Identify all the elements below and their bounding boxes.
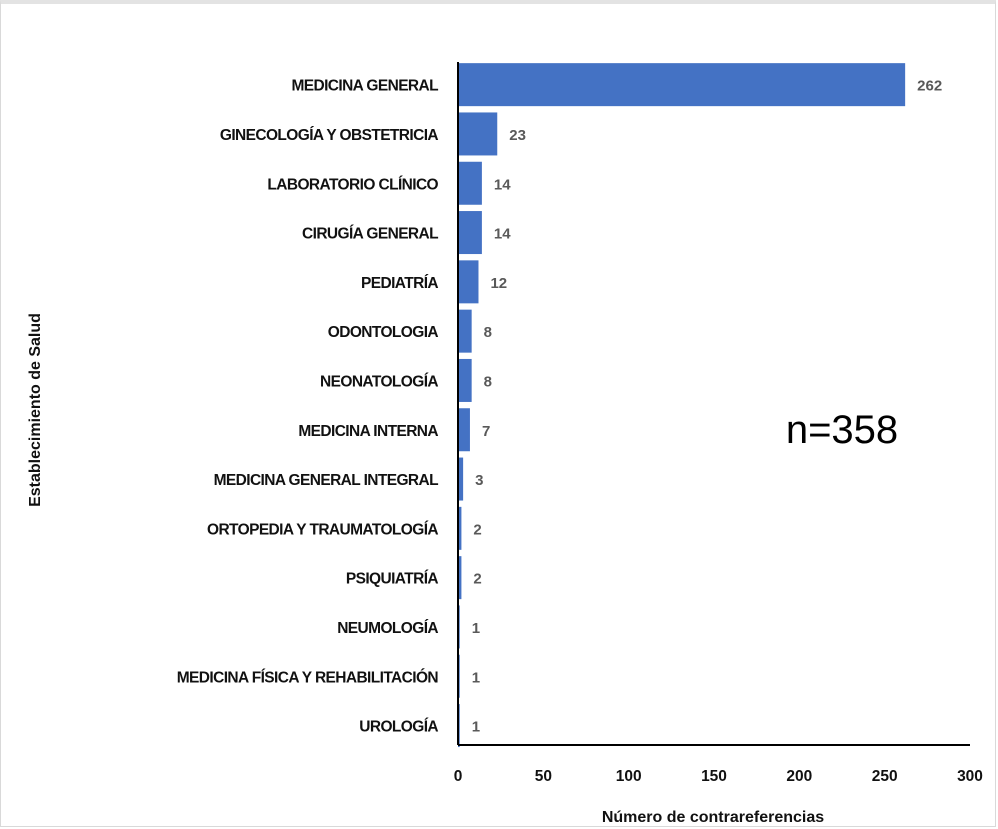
value-label: 262 [917,78,942,95]
x-tick-labels-group: 0 50 100 150 200 250 300 [454,768,983,785]
category-labels-group: MEDICINA GENERAL GINECOLOGÍA Y OBSTETRICI… [177,78,439,736]
category-label: PSIQUIATRÍA [346,571,439,588]
x-tick-label: 0 [454,768,463,785]
value-label: 8 [484,373,492,390]
value-label: 3 [475,472,483,489]
value-label: 14 [494,176,511,193]
category-label: MEDICINA FÍSICA Y REHABILITACIÓN [177,668,439,686]
value-label: 8 [484,324,492,341]
bar-11 [458,556,462,600]
x-tick-label: 300 [957,768,983,785]
bar-9 [458,457,464,501]
value-label: 12 [490,275,507,292]
bar-6 [458,309,472,353]
value-label: 2 [473,521,481,538]
category-label: NEONATOLOGÍA [320,373,438,390]
bar-1 [458,63,906,107]
value-labels-group: 262 23 14 14 12 8 8 7 3 2 2 1 1 1 [472,78,942,736]
category-label: ODONTOLOGIA [328,324,439,341]
category-label: ORTOPEDIA Y TRAUMATOLOGÍA [207,521,438,538]
x-tick-label: 150 [701,768,727,785]
bar-5 [458,260,479,304]
category-label: NEUMOLOGÍA [337,620,438,637]
value-label: 1 [472,620,480,637]
x-tick-label: 250 [872,768,898,785]
value-label: 7 [482,423,490,440]
category-label: GINECOLOGÍA Y OBSTETRICIA [220,127,439,144]
value-label: 23 [509,127,526,144]
category-label: MEDICINA INTERNA [298,423,438,440]
category-label: PEDIATRÍA [361,275,438,292]
y-axis-title: Establecimiento de Salud [27,313,44,507]
bar-3 [458,161,482,205]
value-label: 1 [472,669,480,686]
category-label: UROLOGÍA [359,719,438,736]
category-label: LABORATORIO CLÍNICO [267,176,438,193]
value-label: 2 [473,571,481,588]
category-label: CIRUGÍA GENERAL [302,226,438,243]
bar-10 [458,506,462,550]
bar-8 [458,408,470,452]
x-axis-title: Número de contrareferencias [602,809,824,826]
category-label: MEDICINA GENERAL [291,78,438,95]
bars-group [458,63,906,748]
bar-4 [458,211,482,255]
x-tick-label: 50 [535,768,552,785]
sample-size-annotation: n=358 [786,408,898,452]
x-tick-label: 100 [616,768,642,785]
bar-7 [458,358,472,402]
category-label: MEDICINA GENERAL INTEGRAL [214,472,439,489]
value-label: 14 [494,226,511,243]
x-tick-label: 200 [786,768,812,785]
value-label: 1 [472,719,480,736]
bar-2 [458,112,498,156]
